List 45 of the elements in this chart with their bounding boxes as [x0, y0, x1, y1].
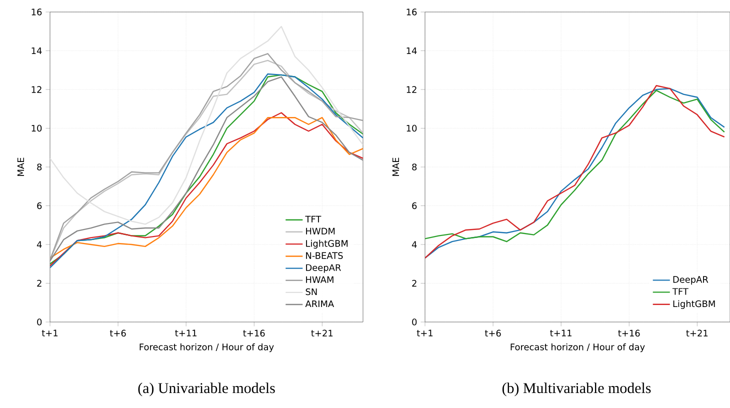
y-tick-label: 2	[412, 280, 416, 287]
x-tick-label: t+6	[484, 330, 501, 337]
y-tick-label: 0	[37, 318, 42, 326]
x-tick-label: t+21	[686, 330, 708, 336]
x-tick-label: t+6	[110, 330, 126, 337]
x-tick-label: t+11	[550, 330, 572, 336]
x-axis-title: Forecast horizon / Hour of day	[510, 343, 645, 352]
y-tick-label: 2	[37, 280, 42, 287]
legend-label: HWAM	[306, 276, 334, 283]
y-axis-title: MAE	[17, 158, 24, 176]
y-tick-label: 14	[32, 47, 42, 54]
y-tick-label: 14	[406, 47, 417, 54]
legend-label: DeepAR	[306, 264, 341, 273]
y-axis-title: MAE	[392, 158, 399, 176]
y-tick-label: 0	[412, 318, 417, 326]
x-tick-label: t+1	[42, 330, 58, 336]
y-tick-label: 10	[32, 124, 42, 132]
y-tick-label: 16	[32, 8, 42, 16]
y-tick-label: 6	[412, 202, 417, 210]
x-axis-title: Forecast horizon / Hour of day	[140, 343, 274, 352]
legend-label: SN	[306, 288, 317, 296]
text: (b) Multivariable models	[502, 382, 651, 396]
legend-label: ARIMA	[305, 300, 334, 308]
y-tick-label: 8	[412, 164, 417, 170]
y-tick-label: 12	[32, 86, 42, 93]
x-tick-label: t+16	[618, 330, 640, 337]
legend-label: TFT	[672, 288, 688, 295]
y-tick-label: 4	[36, 241, 42, 248]
legend-label: DeepAR	[673, 276, 708, 285]
y-tick-label: 12	[406, 86, 416, 93]
text: (a) Univariable models	[138, 382, 275, 396]
y-tick-label: 16	[406, 8, 417, 16]
legend-label: TFT	[305, 216, 322, 222]
x-tick-label: t+21	[311, 330, 333, 336]
y-tick-label: 4	[412, 241, 417, 248]
legend-label: LightGBM	[306, 240, 348, 249]
legend-label: HWDM	[306, 228, 335, 234]
x-tick-label: t+11	[175, 330, 196, 336]
legend-label: LightGBM	[673, 300, 715, 309]
x-tick-label: t+16	[243, 330, 265, 337]
y-tick-label: 10	[406, 124, 417, 132]
y-tick-label: 6	[37, 202, 42, 210]
x-tick-label: t+1	[416, 330, 433, 336]
y-tick-label: 8	[37, 164, 42, 170]
legend-label: N-BEATS	[306, 252, 343, 259]
